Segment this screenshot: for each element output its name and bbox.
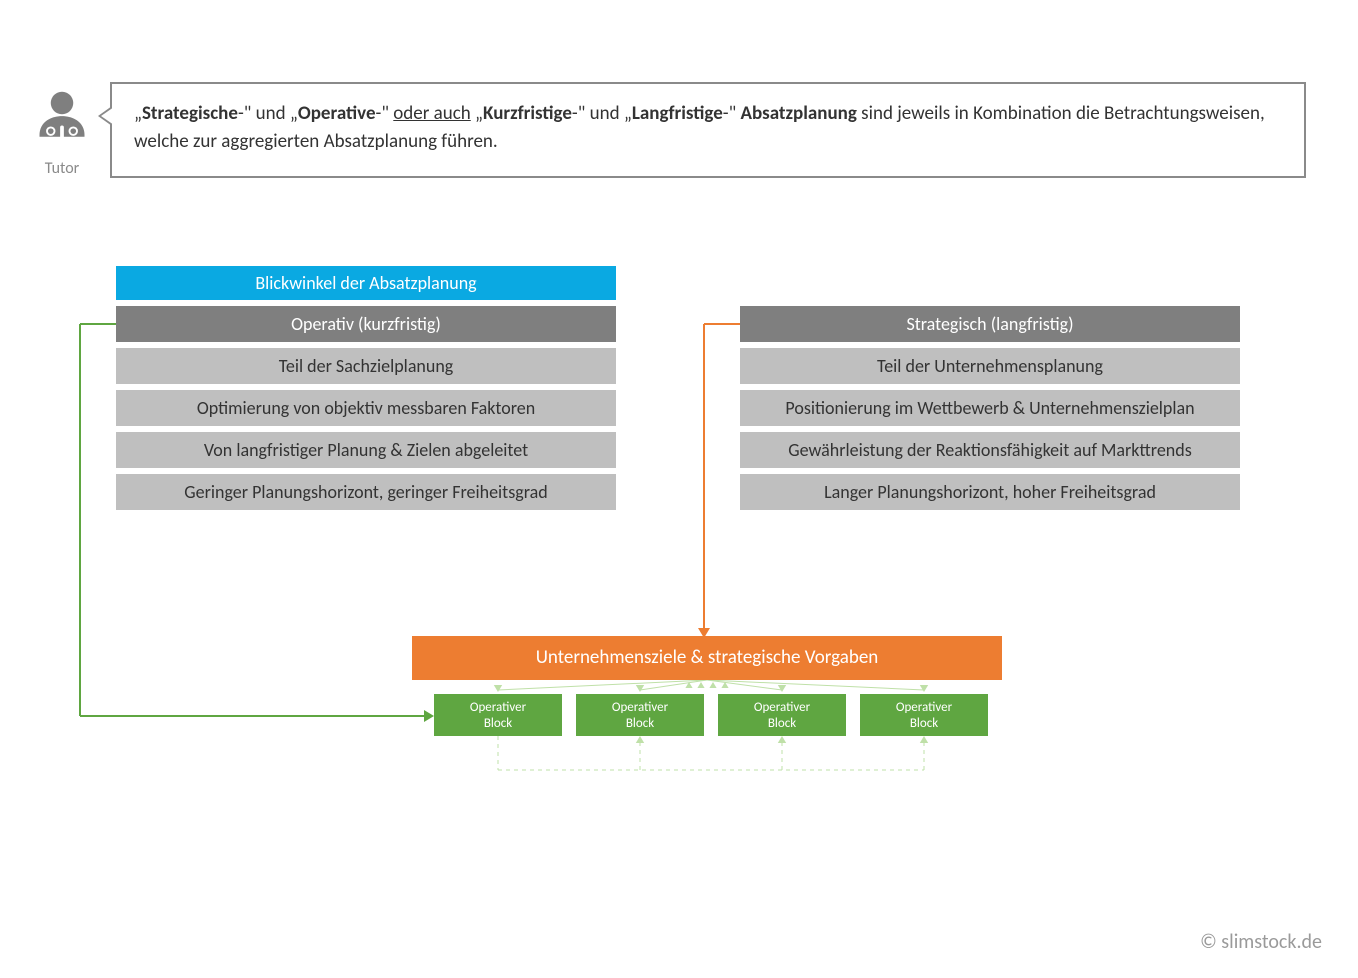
tutor-icon: Tutor [28, 88, 96, 178]
person-stethoscope-icon [32, 88, 92, 148]
right-column-row-0: Teil der Unternehmensplanung [740, 348, 1240, 384]
operative-block-2: OperativerBlock [718, 694, 846, 736]
left-column-row-3: Geringer Planungshorizont, geringer Frei… [116, 474, 616, 510]
operative-block-0: OperativerBlock [434, 694, 562, 736]
header-bar: Blickwinkel der Absatzplanung [116, 266, 616, 300]
speech-text: „Strategische-" und „Operative-" oder au… [134, 102, 1265, 153]
footer-copyright: © slimstock.de [1200, 930, 1322, 954]
tutor-speech-bubble: „Strategische-" und „Operative-" oder au… [110, 82, 1306, 178]
right-column-row-3: Langer Planungshorizont, hoher Freiheits… [740, 474, 1240, 510]
operative-block-3: OperativerBlock [860, 694, 988, 736]
left-column-row-2: Von langfristiger Planung & Zielen abgel… [116, 432, 616, 468]
right-column-row-1: Positionierung im Wettbewerb & Unternehm… [740, 390, 1240, 426]
goals-bar: Unternehmensziele & strategische Vorgabe… [412, 636, 1002, 680]
operative-block-1: OperativerBlock [576, 694, 704, 736]
left-column-title: Operativ (kurzfristig) [116, 306, 616, 342]
right-column-row-2: Gewährleistung der Reaktionsfähigkeit au… [740, 432, 1240, 468]
left-column-row-0: Teil der Sachzielplanung [116, 348, 616, 384]
right-column-title: Strategisch (langfristig) [740, 306, 1240, 342]
tutor-label: Tutor [28, 159, 96, 178]
left-column-row-1: Optimierung von objektiv messbaren Fakto… [116, 390, 616, 426]
